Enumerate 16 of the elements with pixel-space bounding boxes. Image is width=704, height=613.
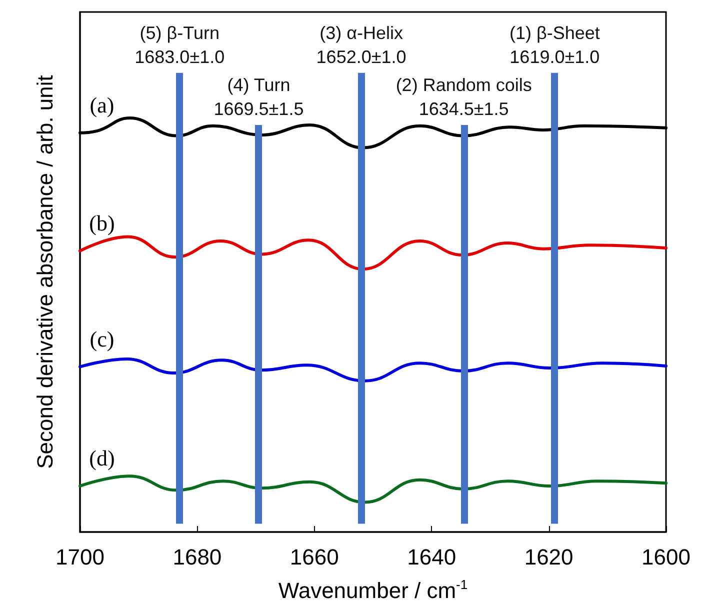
x-tick-label: 1680 <box>172 544 222 570</box>
x-tick-label: 1600 <box>642 544 690 570</box>
ref-line-label: (3) α-Helix 1652.0±1.0 <box>316 22 406 67</box>
series-label: (b) <box>89 210 115 236</box>
ref-line-label: (1) β-Sheet 1619.0±1.0 <box>509 22 600 67</box>
x-tick-label: 1620 <box>524 544 574 570</box>
ref-line-label: (4) Turn 1669.5±1.5 <box>214 75 304 120</box>
series-label: (a) <box>90 92 114 118</box>
series-label: (d) <box>89 446 115 471</box>
x-tick-label: 1700 <box>56 544 104 570</box>
x-tick-label: 1660 <box>290 544 339 570</box>
x-tick-label: 1640 <box>407 544 456 570</box>
ref-line-label: (2) Random coils 1634.5±1.5 <box>396 75 532 120</box>
series-label: (c) <box>90 326 114 352</box>
ref-line-label: (5) β-Turn 1683.0±1.0 <box>134 22 225 67</box>
y-axis-title: Second derivative absorbance / arb. unit <box>32 75 58 469</box>
